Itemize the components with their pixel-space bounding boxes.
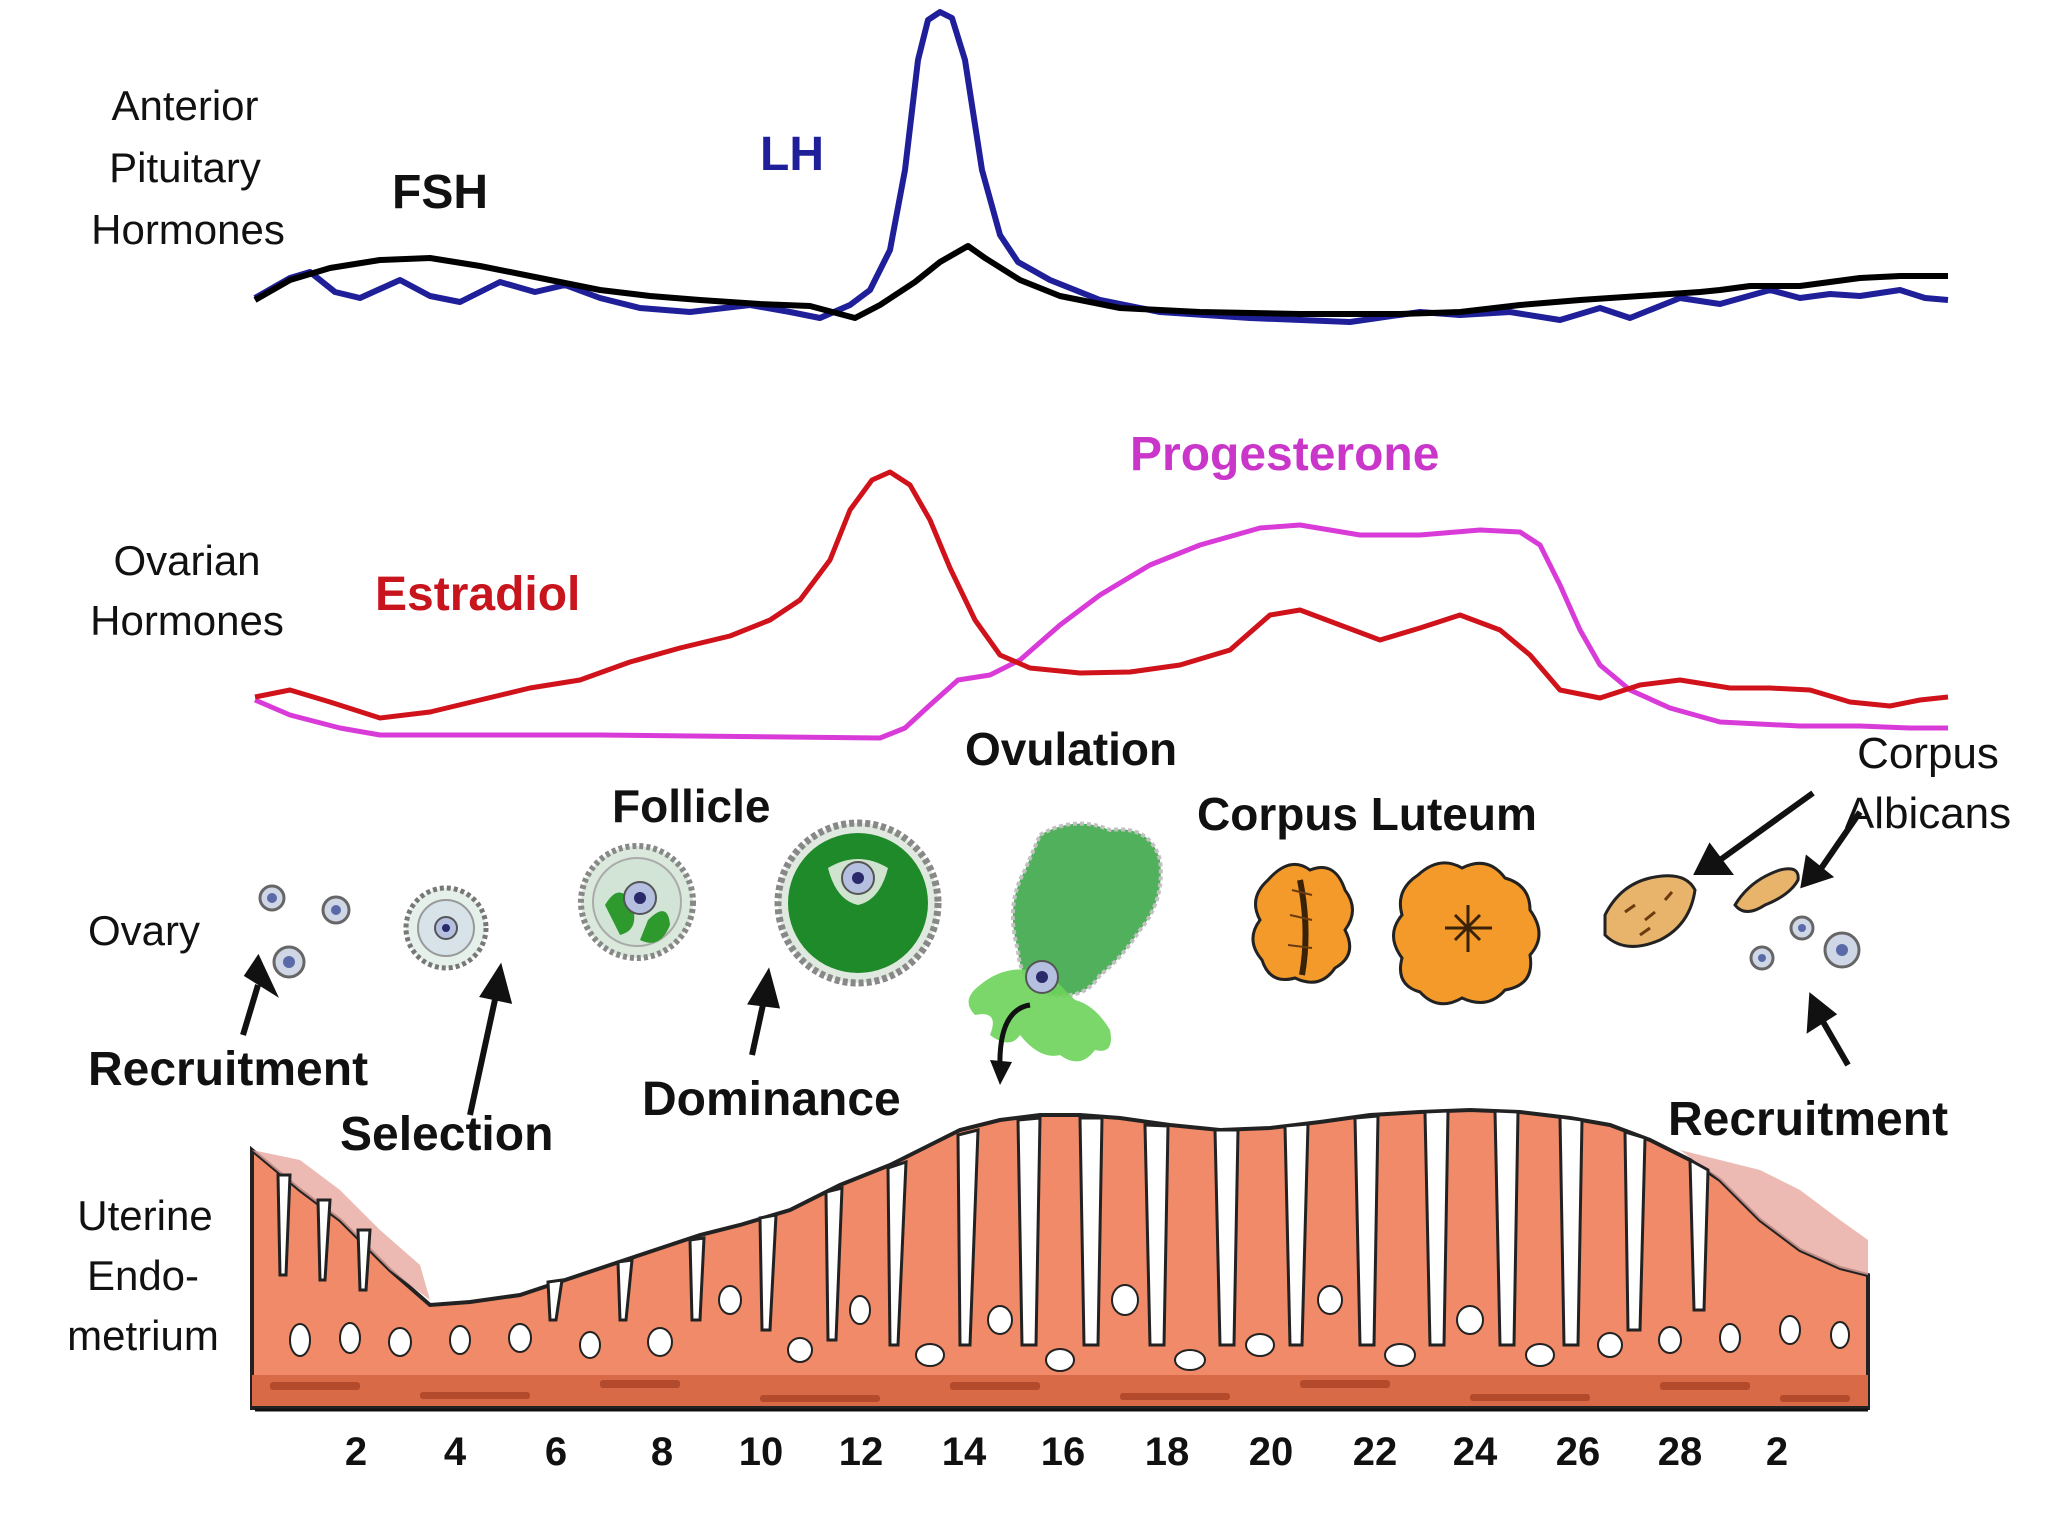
- pituitary-label-line2: Pituitary: [109, 144, 261, 191]
- uterine-label-line3: metrium: [67, 1312, 219, 1359]
- ovary-row-label: Ovary: [88, 907, 200, 954]
- corpus-albicans-1: [1603, 874, 1697, 948]
- ovarian-row-label: Ovarian Hormones: [90, 537, 284, 644]
- pituitary-label-line1: Anterior: [111, 82, 258, 129]
- selection-label: Selection: [340, 1108, 553, 1161]
- day-ticks: 2 4 6 8 10 12 14 16 18 20 22 24 26 28 2: [345, 1430, 1788, 1474]
- selection-follicle: [403, 885, 489, 971]
- recruitment-label-left: Recruitment: [88, 1043, 368, 1096]
- tick-label: 24: [1453, 1430, 1498, 1474]
- tick-label: 6: [545, 1430, 567, 1474]
- ovarian-curves: [254, 469, 1949, 741]
- tick-label: 4: [444, 1430, 467, 1474]
- corpus-luteum-label: Corpus Luteum: [1197, 788, 1537, 840]
- tick-label: 14: [942, 1430, 987, 1474]
- pituitary-curves: [253, 9, 1949, 325]
- uterine-label-line1: Uterine: [77, 1192, 212, 1239]
- day-axis: 2 4 6 8 10 12 14 16 18 20 22 24 26 28 2: [255, 1408, 1868, 1474]
- pituitary-row-label: Anterior Pituitary Hormones: [91, 82, 285, 253]
- progesterone-label: Progesterone: [1130, 428, 1439, 481]
- tick-label: 28: [1658, 1430, 1703, 1474]
- corpus-luteum-mature: [1392, 861, 1541, 1006]
- estradiol-curve: [254, 469, 1949, 721]
- tick-label: 8: [651, 1430, 673, 1474]
- fsh-curve: [253, 243, 1948, 321]
- tick-label: 2: [345, 1430, 367, 1474]
- dominance-label: Dominance: [642, 1073, 901, 1126]
- tick-label: 12: [839, 1430, 884, 1474]
- tick-label: 20: [1249, 1430, 1294, 1474]
- tick-label: 16: [1041, 1430, 1086, 1474]
- recruitment-label-right: Recruitment: [1668, 1093, 1948, 1146]
- tick-label: 2: [1766, 1430, 1788, 1474]
- fsh-label: FSH: [392, 166, 488, 219]
- tick-label: 22: [1353, 1430, 1398, 1474]
- tick-label: 18: [1145, 1430, 1190, 1474]
- recruitment-follicles-left: [258, 884, 351, 979]
- growing-follicle: [578, 843, 696, 961]
- corpus-albicans-2: [1733, 867, 1800, 913]
- ovarian-label-line1: Ovarian: [113, 537, 260, 584]
- corpus-albicans-line2: Albicans: [1845, 789, 2011, 838]
- corpus-luteum-early: [1251, 862, 1354, 984]
- corpus-albicans-label: Corpus Albicans: [1845, 729, 2011, 838]
- uterine-endometrium: [250, 1107, 1870, 1410]
- ovulating-follicle: [968, 821, 1163, 1085]
- phase-arrows: [240, 790, 1863, 1116]
- ovarian-label-line2: Hormones: [90, 597, 284, 644]
- corpus-albicans-line1: Corpus: [1857, 729, 1999, 778]
- uterine-row-label: Uterine Endo- metrium: [67, 1192, 219, 1359]
- tick-label: 10: [739, 1430, 784, 1474]
- dominant-follicle: [774, 819, 942, 987]
- follicle-label: Follicle: [612, 780, 770, 832]
- lh-curve: [253, 9, 1949, 325]
- progesterone-curve: [254, 522, 1948, 741]
- ovulation-label: Ovulation: [965, 723, 1177, 775]
- recruitment-follicles-right: [1749, 915, 1861, 971]
- pituitary-label-line3: Hormones: [91, 206, 285, 253]
- estradiol-label: Estradiol: [375, 568, 580, 621]
- lh-label: LH: [760, 128, 824, 181]
- uterine-label-line2: Endo-: [87, 1252, 199, 1299]
- tick-label: 26: [1556, 1430, 1601, 1474]
